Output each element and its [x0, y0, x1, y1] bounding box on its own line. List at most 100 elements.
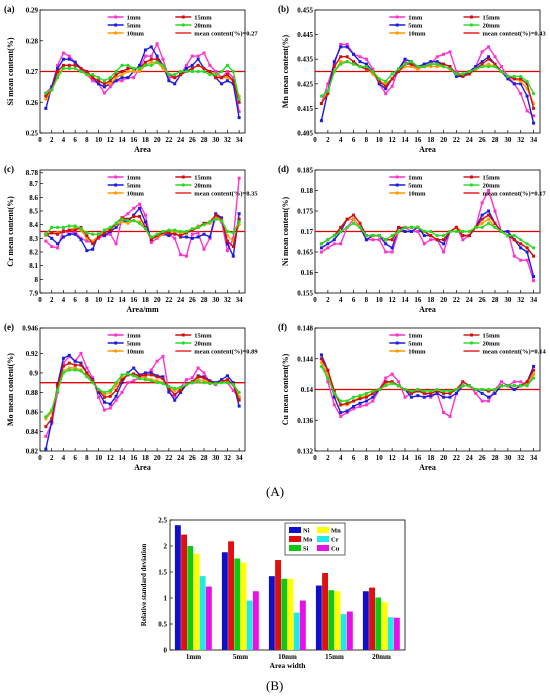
panel-label: (f) — [278, 322, 287, 332]
data-point — [108, 225, 112, 229]
data-point — [220, 76, 224, 80]
y-tick-label: 0.17 — [301, 228, 314, 236]
data-point — [126, 372, 130, 376]
data-point — [454, 70, 458, 73]
data-point — [519, 380, 523, 384]
x-axis-label: Area — [134, 145, 151, 154]
legend-marker — [181, 15, 185, 19]
data-point — [143, 63, 148, 67]
data-point — [332, 234, 336, 238]
data-point — [416, 230, 420, 233]
data-point — [326, 380, 330, 384]
data-point — [486, 64, 491, 69]
data-point — [403, 62, 407, 66]
x-tick-label: 0 — [38, 454, 42, 462]
data-point — [480, 391, 484, 395]
data-point — [91, 232, 95, 236]
data-point — [480, 201, 484, 205]
data-point — [149, 63, 153, 67]
data-point — [339, 414, 343, 418]
x-tick-label: 22 — [453, 136, 461, 144]
data-point — [67, 228, 71, 232]
data-point — [179, 234, 183, 238]
x-tick-label: 14 — [119, 454, 127, 462]
data-point — [384, 87, 388, 91]
y-tick-label: 0 — [164, 647, 168, 655]
series-line — [320, 60, 535, 97]
data-point — [377, 77, 381, 81]
series-20mm — [44, 368, 241, 419]
data-point — [512, 77, 516, 81]
legend-marker — [395, 349, 399, 353]
data-point — [85, 231, 89, 235]
data-point — [332, 69, 336, 74]
data-point — [149, 238, 153, 242]
data-point — [225, 63, 230, 67]
legend-label: mean content(%)=0.89 — [194, 349, 258, 356]
data-point — [190, 381, 194, 385]
x-tick-label: 18 — [427, 136, 435, 144]
legend-label: 10mm — [127, 349, 145, 356]
x-tick-label: 32 — [517, 296, 525, 304]
data-point — [190, 236, 194, 240]
data-point — [345, 399, 349, 403]
y-tick-label: 0.84 — [26, 428, 39, 436]
data-point — [132, 374, 136, 378]
x-tick-label: 26 — [189, 296, 197, 304]
data-point — [416, 64, 420, 69]
x-tick-label: 26 — [189, 454, 197, 462]
y-tick-label: 0.165 — [297, 249, 313, 257]
data-point — [184, 235, 188, 239]
data-point — [231, 69, 235, 74]
data-point — [377, 387, 381, 392]
data-point — [532, 106, 536, 110]
legend-label: 15mm — [194, 15, 212, 22]
data-point — [409, 391, 413, 395]
data-point — [161, 229, 165, 234]
data-point — [429, 62, 433, 66]
data-point — [231, 79, 235, 83]
figure-label-b: (B) — [266, 678, 284, 693]
data-point — [351, 221, 356, 225]
data-point — [196, 69, 200, 74]
data-point — [474, 65, 478, 69]
data-point — [403, 395, 407, 399]
data-point — [441, 389, 446, 393]
data-point — [155, 54, 159, 58]
legend-label: Si — [303, 546, 309, 553]
x-tick-label: 2 — [50, 454, 54, 462]
data-point — [61, 235, 65, 239]
data-point — [531, 372, 536, 376]
data-point — [429, 389, 433, 393]
data-point — [467, 234, 471, 238]
x-tick-label: 0 — [313, 296, 317, 304]
data-point — [202, 232, 206, 236]
data-point — [196, 231, 200, 235]
legend-label: 5mm — [408, 341, 423, 348]
data-point — [358, 404, 362, 408]
data-point — [532, 254, 536, 258]
x-tick-label: 16 — [130, 454, 138, 462]
x-tick-label: 20 — [154, 454, 162, 462]
y-tick-label: 7.9 — [29, 290, 38, 298]
data-point — [339, 55, 343, 59]
data-point — [61, 66, 66, 71]
x-tick-label: 4 — [339, 454, 343, 462]
x-tick-label: 24 — [466, 296, 474, 304]
data-point — [56, 384, 60, 388]
data-point — [108, 232, 112, 236]
series-20mm — [319, 60, 536, 98]
x-tick-label: 4 — [62, 136, 66, 144]
data-point — [120, 373, 124, 377]
data-point — [55, 388, 60, 393]
data-point — [416, 394, 420, 398]
data-point — [512, 234, 516, 238]
x-tick-label: 20 — [154, 136, 162, 144]
data-point — [137, 66, 142, 71]
data-point — [44, 106, 48, 110]
data-point — [487, 209, 491, 213]
data-point — [352, 407, 356, 411]
legend-label: Cu — [331, 546, 340, 553]
data-point — [416, 387, 420, 392]
